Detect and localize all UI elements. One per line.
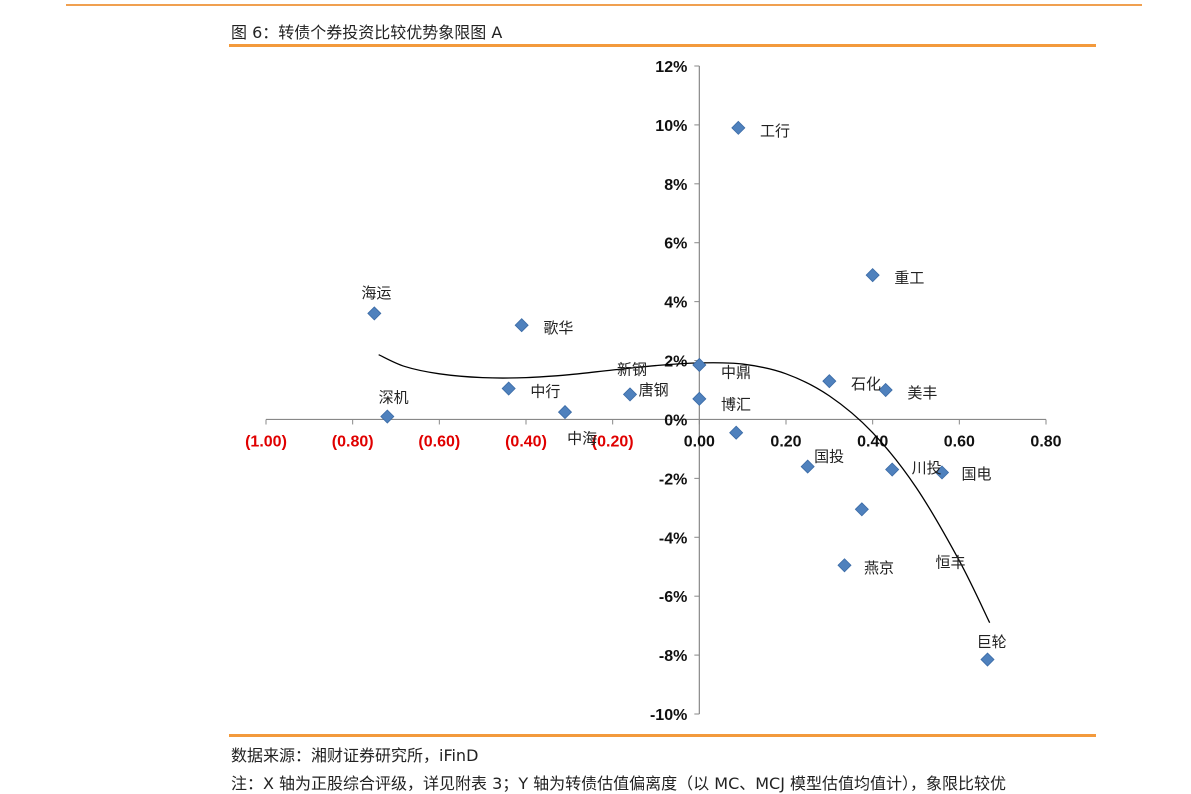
point-label: 石化 (851, 375, 881, 393)
x-tick-label: 0.20 (770, 433, 801, 450)
point-label: 唐钢 (639, 381, 669, 399)
bottom-rule (229, 734, 1096, 737)
axes (265, 65, 1047, 715)
point-label: 巨轮 (977, 633, 1007, 651)
tick-labels: 12% 10% 8% 6% 4% 2% 0% -2% -4% -6% -8% -10% (1.00) (0… (245, 59, 1062, 724)
x-tick-label: 0.80 (1030, 433, 1061, 450)
point-marker (822, 374, 837, 389)
point-marker (514, 318, 529, 333)
point-label: 中鼎 (721, 363, 751, 381)
point-marker (800, 459, 815, 474)
y-tick-label: -6% (659, 589, 687, 606)
y-tick-label: -2% (659, 471, 687, 488)
x-tick-label: (0.20) (592, 433, 634, 450)
footnote: 注：X 轴为正股综合评级，详见附表 3；Y 轴为转债估值偏离度（以 MC、MCJ… (231, 774, 1007, 793)
point-label: 恒丰 (936, 553, 966, 571)
point-label: 博汇 (721, 396, 751, 414)
point-marker (729, 425, 744, 440)
trend-curve-path (378, 354, 991, 623)
point-marker (934, 465, 950, 480)
point-marker (878, 382, 893, 398)
point-marker (854, 502, 869, 517)
x-tick-label: (0.80) (332, 433, 374, 450)
point-marker (837, 558, 852, 573)
source-note: 数据来源：湘财证券研究所，iFinD (231, 746, 479, 765)
trend-curve (378, 354, 991, 623)
point-marker (692, 391, 707, 406)
x-tick-label: (1.00) (245, 433, 287, 450)
top-rule (66, 4, 1142, 6)
point-marker (622, 387, 638, 402)
point-marker (885, 462, 900, 477)
x-tick-label: 0.60 (944, 433, 975, 450)
point-label: 国电 (962, 465, 992, 483)
y-tick-label: -4% (659, 530, 687, 547)
point-label: 国投 (814, 447, 844, 465)
title-rule (229, 44, 1096, 47)
point-marker (980, 652, 995, 667)
y-tick-label: -10% (650, 707, 687, 724)
x-tick-label: 0.40 (857, 433, 888, 450)
point-labels: 工行重工海运歌华中鼎 新钢中行 唐钢 石化美丰 深机中海 博汇国投川投 国电恒丰 燕京巨轮 (361, 122, 1006, 651)
point-label: 川投 (912, 459, 942, 477)
y-tick-label: 10% (655, 118, 687, 135)
point-marker (692, 357, 707, 373)
point-label: 燕京 (864, 559, 894, 577)
y-tick-label: 6% (664, 236, 687, 253)
point-label: 新钢 (617, 360, 647, 378)
x-tick-label: 0.00 (684, 433, 715, 450)
point-label: 美丰 (907, 384, 937, 402)
point-marker (501, 381, 516, 396)
y-tick-label: 0% (664, 412, 687, 429)
y-tick-label: 4% (664, 295, 687, 312)
point-label: 歌华 (543, 319, 573, 337)
y-tick-label: 12% (655, 59, 687, 76)
data-points (367, 120, 995, 667)
point-label: 中海 (567, 430, 597, 448)
x-tick-label: (0.40) (505, 433, 547, 450)
point-marker (380, 409, 395, 424)
point-label: 工行 (760, 122, 790, 140)
x-tick-label: (0.60) (418, 433, 460, 450)
figure-title: 图 6：转债个券投资比较优势象限图 A (231, 23, 503, 42)
point-label: 深机 (379, 388, 409, 406)
y-tick-label: 8% (664, 177, 687, 194)
point-marker (731, 120, 746, 135)
y-tick-label: -8% (659, 648, 687, 665)
point-marker (557, 405, 573, 420)
point-label: 中行 (530, 382, 560, 400)
point-marker (865, 268, 880, 283)
y-tick-label: 2% (664, 354, 687, 371)
point-label: 海运 (361, 284, 391, 302)
point-marker (367, 306, 382, 321)
point-label: 重工 (894, 269, 924, 287)
